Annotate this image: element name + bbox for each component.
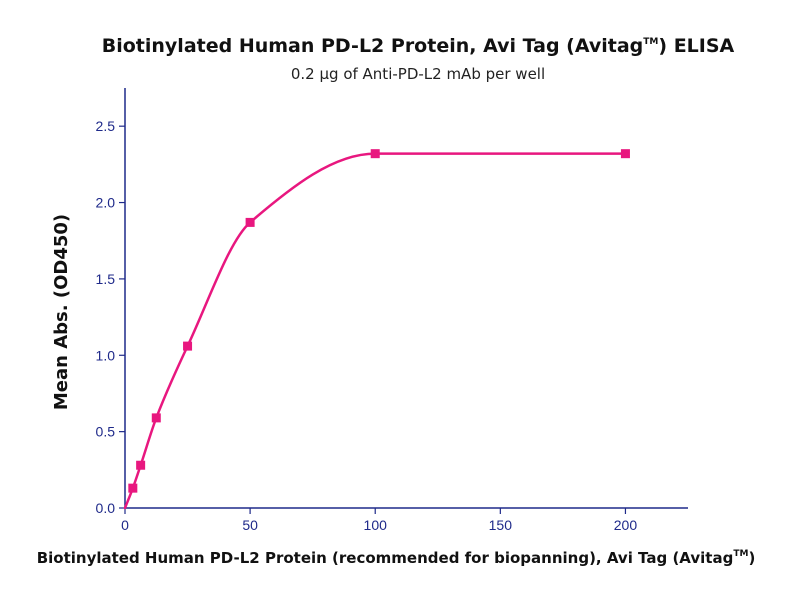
y-tick-label: 2.5 [96,118,116,134]
data-point [151,413,161,423]
chart-title: Biotinylated Human PD-L2 Protein, Avi Ta… [102,35,735,57]
data-point [183,341,193,351]
x-axis-label-main: Biotinylated Human PD-L2 Protein (recomm… [37,549,734,567]
x-tick-label: 200 [614,517,638,533]
y-tick-label: 2.0 [96,195,116,211]
chart-subtitle: 0.2 μg of Anti-PD-L2 mAb per well [291,65,545,83]
chart-title-superscript: TM [643,37,658,47]
chart-title-main: Biotinylated Human PD-L2 Protein, Avi Ta… [102,35,644,57]
y-axis-label: Mean Abs. (OD450) [51,214,72,410]
data-point [245,217,255,227]
y-tick-label: 0.0 [96,500,116,516]
x-tick-label: 100 [364,517,388,533]
y-tick-label: 0.5 [96,424,116,440]
data-point [370,149,380,159]
svg-text:Biotinylated Human PD-L2 Prote: Biotinylated Human PD-L2 Protein, Avi Ta… [102,35,735,57]
x-tick-label: 50 [242,517,258,533]
data-point [128,483,138,493]
fit-curve [123,152,627,510]
chart-title-suffix: ) ELISA [658,35,734,57]
x-axis-label: Biotinylated Human PD-L2 Protein (recomm… [37,549,756,567]
y-tick-label: 1.0 [96,347,116,363]
x-axis-label-suffix: ) [748,549,755,567]
x-axis-label-superscript: TM [733,549,748,559]
y-tick-label: 1.5 [96,271,116,287]
x-tick-label: 0 [121,517,129,533]
x-tick-label: 150 [489,517,513,533]
data-point [136,460,146,470]
data-point [620,149,630,159]
svg-text:Biotinylated Human PD-L2 Prote: Biotinylated Human PD-L2 Protein (recomm… [37,549,756,567]
plot-area: 0.0 0.5 1.0 1.5 2.0 2.5 0 50 100 150 200 [96,88,688,533]
